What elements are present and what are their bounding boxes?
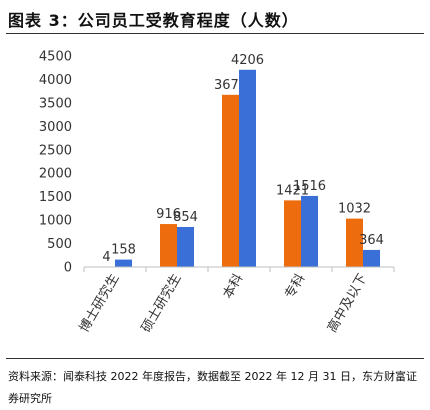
category-label: 高中及以下 <box>324 271 370 335</box>
category-label: 专科 <box>282 272 308 302</box>
y-tick-label: 2500 <box>39 143 72 158</box>
data-label: 4206 <box>231 53 264 68</box>
data-label: 158 <box>111 243 136 258</box>
y-tick-label: 0 <box>64 261 72 276</box>
bar-series-2 <box>363 249 380 267</box>
data-label: 3672 <box>214 78 247 93</box>
data-label: 854 <box>173 210 198 225</box>
data-label: 364 <box>359 233 384 248</box>
data-label: 1516 <box>293 179 326 194</box>
figure-title: 图表 3：公司员工受教育程度（人数） <box>8 11 299 30</box>
source-note: 资料来源：闻泰科技 2022 年度报告，数据截至 2022 年 12 月 31 … <box>8 370 417 405</box>
y-tick-label: 4000 <box>39 73 72 88</box>
data-label: 1032 <box>338 202 371 217</box>
y-tick-label: 3500 <box>39 96 72 111</box>
y-tick-label: 3000 <box>39 120 72 135</box>
category-label: 博士研究生 <box>77 272 122 336</box>
bar-series-1 <box>284 200 301 267</box>
y-tick-label: 1500 <box>39 190 72 205</box>
y-tick-label: 4500 <box>39 50 72 65</box>
category-label: 本科 <box>220 272 246 302</box>
bar-series-2 <box>239 69 256 267</box>
bar-series-1 <box>222 94 239 267</box>
y-tick-label: 500 <box>47 237 72 252</box>
x-axis: 博士研究生 硕士研究生 本科 专科 高中及以下 <box>77 266 395 336</box>
y-axis: 0 500 1000 1500 2000 2500 3000 3500 4000 4500 <box>39 50 72 276</box>
bar-series-2 <box>177 226 194 267</box>
y-tick-label: 1000 <box>39 214 72 229</box>
data-label: 1421 <box>276 183 309 198</box>
bar-series-2 <box>115 259 132 267</box>
bar-series-2 <box>301 195 318 267</box>
bottom-rule <box>6 358 424 359</box>
y-tick-label: 2000 <box>39 167 72 182</box>
category-label: 硕士研究生 <box>139 272 184 336</box>
top-rule <box>6 33 424 34</box>
bar-series-1 <box>160 224 177 267</box>
bar-series-1 <box>346 218 363 267</box>
data-label: 916 <box>156 207 181 222</box>
data-label: 4 <box>102 250 110 265</box>
